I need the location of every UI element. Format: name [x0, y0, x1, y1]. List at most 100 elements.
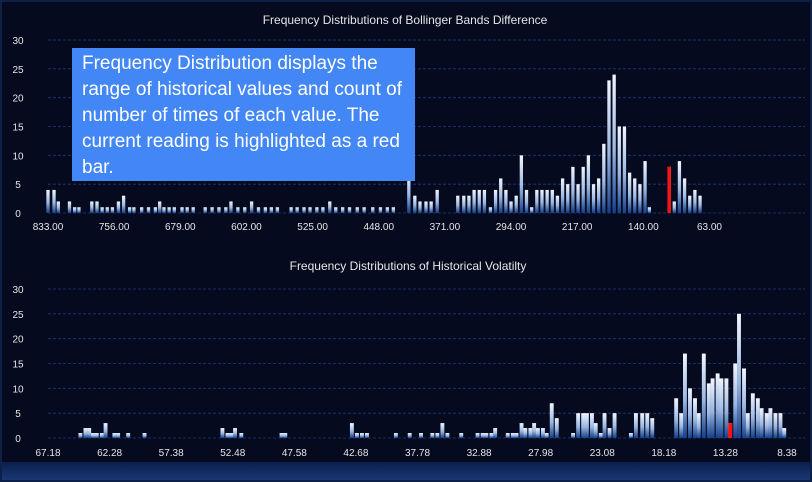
histogram-bar — [581, 166, 585, 213]
histogram-bar — [393, 433, 398, 438]
x-tick-label: 371.00 — [430, 222, 461, 233]
histogram-bar — [535, 428, 540, 438]
histogram-bar — [674, 398, 679, 438]
histogram-bar — [706, 383, 711, 438]
histogram-bar — [530, 207, 534, 213]
histogram-bar — [540, 428, 545, 438]
histogram-bar — [99, 433, 104, 438]
histogram-bar — [185, 207, 189, 213]
histogram-bar — [283, 433, 288, 438]
histogram-bar — [116, 201, 121, 213]
x-tick-label: 32.88 — [467, 448, 492, 459]
histogram-bar — [456, 195, 460, 213]
histogram-bar — [435, 189, 439, 213]
histogram-bar — [514, 433, 519, 438]
chart-1: Frequency Distributions of Bollinger Ban… — [12, 13, 805, 233]
histogram-bar — [78, 433, 83, 438]
y-tick-label: 5 — [15, 409, 21, 420]
histogram-bar — [91, 433, 95, 438]
histogram-bar — [112, 433, 117, 438]
histogram-bar — [275, 207, 280, 213]
histogram-bar — [341, 207, 345, 213]
histogram-bar — [378, 207, 383, 213]
histogram-bar — [355, 207, 359, 213]
histogram-bar — [566, 184, 570, 213]
histogram-bar — [499, 178, 503, 213]
histogram-bar — [354, 433, 359, 438]
histogram-bar — [229, 201, 233, 213]
histogram-bar — [239, 433, 244, 438]
histogram-bar — [480, 433, 485, 438]
histogram-bar — [349, 423, 354, 438]
histogram-bar — [764, 413, 769, 438]
histogram-bar — [589, 413, 594, 438]
histogram-bar — [233, 428, 237, 438]
x-tick-label: 23.08 — [590, 448, 615, 459]
histogram-bar — [719, 378, 724, 438]
histogram-bar — [127, 207, 132, 213]
histogram-bar — [710, 378, 715, 438]
histogram-bar — [633, 413, 638, 438]
histogram-bar — [693, 189, 697, 213]
histogram-bar — [593, 423, 598, 438]
histogram-bar — [217, 207, 221, 213]
histogram-bar — [688, 195, 692, 213]
histogram-bar — [279, 433, 284, 438]
histogram-bar — [484, 433, 489, 438]
x-tick-label: 833.00 — [33, 222, 64, 233]
x-tick-label: 217.00 — [562, 222, 593, 233]
histogram-bar — [640, 413, 645, 438]
histogram-bar — [549, 403, 554, 438]
histogram-bar — [519, 155, 524, 213]
histogram-bar — [95, 201, 99, 213]
y-tick-label: 0 — [15, 434, 21, 445]
histogram-bar — [167, 207, 171, 213]
x-tick-label: 13.28 — [713, 448, 738, 459]
histogram-bar — [430, 433, 435, 438]
histogram-bar — [269, 207, 274, 213]
histogram-bar — [571, 433, 576, 438]
histogram-bar — [737, 313, 741, 438]
histogram-bar — [532, 423, 537, 438]
histogram-bar — [225, 433, 230, 438]
y-tick-label: 20 — [12, 335, 24, 346]
histogram-bar — [519, 423, 524, 438]
histogram-bar — [627, 172, 632, 213]
x-tick-label: 42.68 — [343, 448, 368, 459]
histogram-bar — [90, 201, 94, 213]
x-tick-label: 294.00 — [496, 222, 527, 233]
histogram-bar — [72, 207, 77, 213]
histogram-bar — [87, 428, 92, 438]
histogram-bar — [554, 418, 559, 438]
histogram-bar — [46, 189, 50, 213]
histogram-bar — [445, 433, 450, 438]
histogram-bar — [210, 207, 214, 213]
histogram-bar — [607, 428, 612, 438]
histogram-bar — [229, 433, 234, 438]
histogram-bar — [645, 413, 650, 438]
histogram-bar — [315, 207, 319, 213]
y-tick-label: 20 — [12, 94, 24, 105]
histogram-bar — [263, 207, 268, 213]
histogram-bar — [94, 433, 99, 438]
x-tick-label: 62.28 — [97, 448, 122, 459]
histogram-bar — [628, 433, 633, 438]
x-tick-label: 525.00 — [297, 222, 328, 233]
histogram-bar — [677, 161, 682, 213]
histogram-bar — [360, 433, 364, 438]
histogram-bar — [467, 195, 471, 213]
y-tick-label: 15 — [12, 123, 24, 134]
histogram-bar — [172, 207, 176, 213]
histogram-bar — [523, 428, 528, 438]
histogram-bar — [612, 74, 616, 213]
histogram-bar — [773, 413, 778, 438]
current-reading-bar — [667, 166, 671, 213]
histogram-bar — [643, 161, 647, 213]
histogram-bar — [560, 178, 565, 213]
histogram-bar — [540, 189, 544, 213]
histogram-bar — [493, 428, 498, 438]
histogram-bar — [505, 433, 510, 438]
histogram-bar — [371, 207, 375, 213]
histogram-bar — [191, 207, 195, 213]
